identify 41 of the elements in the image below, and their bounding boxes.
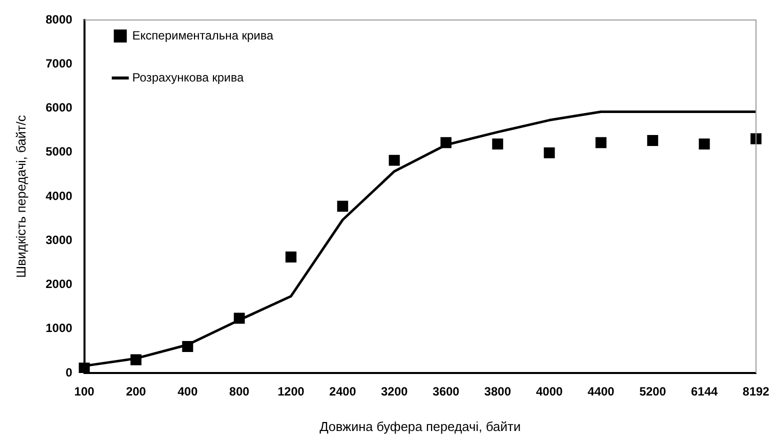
point xyxy=(130,354,142,366)
y-tick-label: 4000 xyxy=(46,188,73,203)
x-tick-label: 3200 xyxy=(380,384,408,399)
point xyxy=(596,137,606,148)
x-tick-label: 6144 xyxy=(690,384,718,399)
point xyxy=(440,137,452,148)
point xyxy=(285,251,296,262)
x-tick-label: 4400 xyxy=(588,384,615,399)
y-tick-label: 5000 xyxy=(46,144,73,159)
y-axis-title: Швидкість передачі, байт/с xyxy=(13,114,28,278)
y-tick-label: 8000 xyxy=(46,12,73,26)
legend-label: Експериментальна крива xyxy=(132,28,274,42)
point xyxy=(492,138,504,150)
x-tick-label: 4000 xyxy=(536,384,563,399)
y-tick-label: 0 xyxy=(66,365,73,380)
y-tick-label: 1000 xyxy=(46,321,73,336)
point xyxy=(182,341,194,352)
point xyxy=(78,362,90,373)
point xyxy=(544,147,555,158)
x-tick-label: 800 xyxy=(229,384,250,399)
point xyxy=(388,154,400,166)
x-tick-label: 2400 xyxy=(329,384,356,399)
x-tick-label: 400 xyxy=(178,384,198,399)
x-tick-label: 3800 xyxy=(484,384,512,399)
x-tick-label: 8192 xyxy=(742,384,770,399)
x-tick-label: 5200 xyxy=(639,384,666,399)
x-tick-label: 1200 xyxy=(278,384,305,399)
legend-label: Розрахункова крива xyxy=(132,70,244,84)
x-axis-title: Довжина буфера передачі, байти xyxy=(320,418,521,434)
x-tick-label: 200 xyxy=(126,384,146,399)
y-tick-label: 7000 xyxy=(46,56,73,70)
point xyxy=(234,312,245,324)
y-tick-label: 2000 xyxy=(46,277,73,292)
point xyxy=(750,133,762,144)
point xyxy=(337,200,348,212)
point xyxy=(647,134,658,146)
y-tick-label: 6000 xyxy=(46,100,73,115)
x-tick-label: 3600 xyxy=(432,384,460,399)
point xyxy=(698,138,710,150)
x-tick-label: 100 xyxy=(74,384,95,399)
y-tick-label: 3000 xyxy=(46,232,73,247)
